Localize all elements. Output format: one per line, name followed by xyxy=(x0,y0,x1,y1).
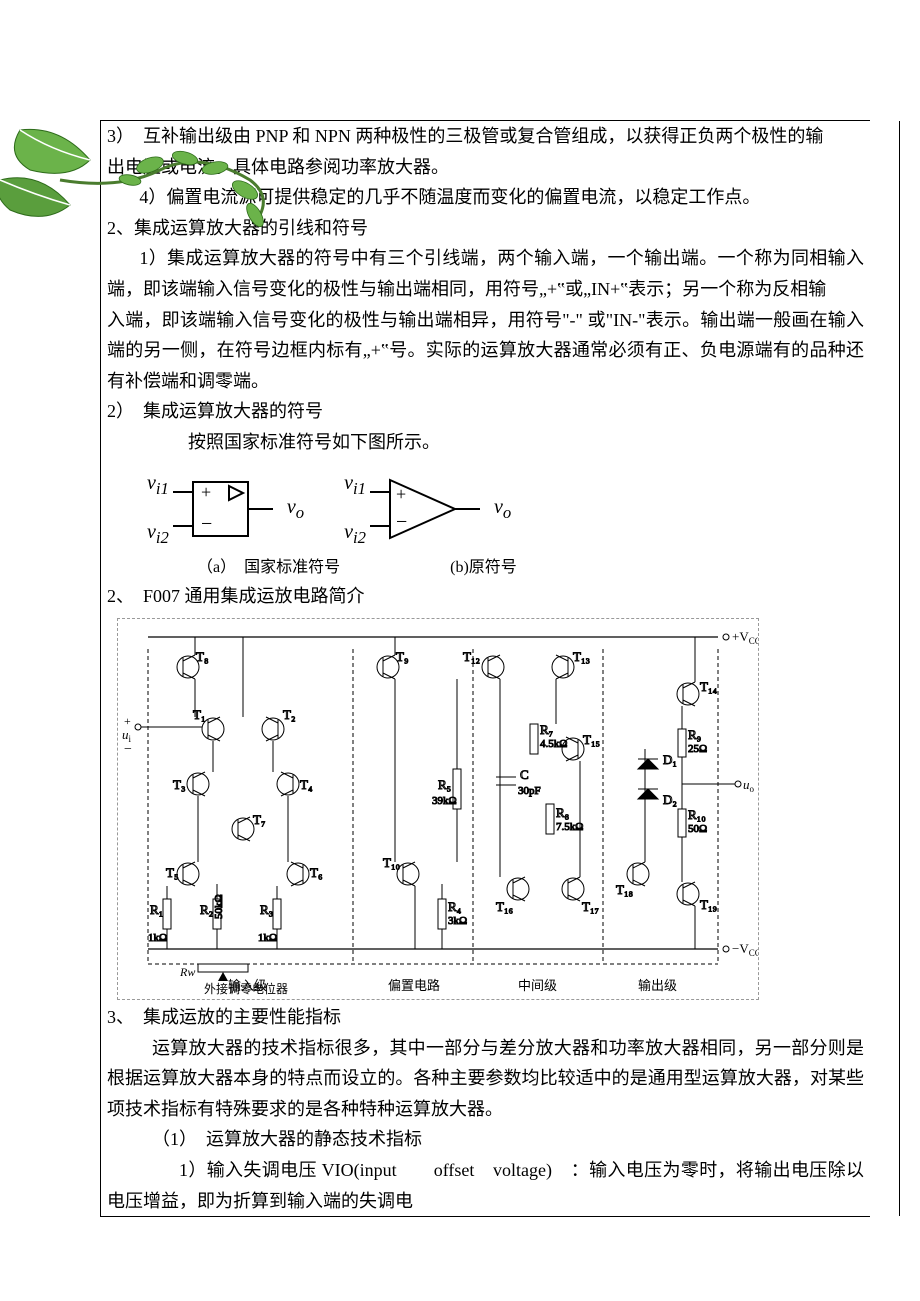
para-3b: 出电压或电流。具体电路参阅功率放大器。 xyxy=(107,152,864,183)
svg-text:T₁₂: T₁₂ xyxy=(463,649,480,664)
opamp-rect-icon: + − xyxy=(173,474,283,544)
svg-text:T₁₇: T₁₇ xyxy=(582,899,599,914)
svg-text:7.5kΩ: 7.5kΩ xyxy=(556,821,583,833)
heading-2: 2、集成运算放大器的引线和符号 xyxy=(107,213,864,244)
heading-f007: 2、 F007 通用集成运放电路简介 xyxy=(107,581,864,612)
svg-text:−: − xyxy=(396,511,407,533)
svg-text:Rw: Rw xyxy=(179,965,195,979)
svg-text:R₇: R₇ xyxy=(540,722,553,737)
svg-text:T₁₉: T₁₉ xyxy=(700,897,717,912)
svg-text:R₄: R₄ xyxy=(448,899,462,914)
svg-text:1kΩ: 1kΩ xyxy=(258,932,277,944)
para-4: 4）偏置电流源可提供稳定的几乎不随温度而变化的偏置电流，以稳定工作点。 xyxy=(107,182,864,213)
para-8: 按照国家标准符号如下图所示。 xyxy=(107,427,864,458)
svg-text:uo: uo xyxy=(743,777,755,794)
para-5: 1）集成运算放大器的符号中有三个引线端，两个输入端，一个输出端。一个称为同相输入… xyxy=(107,243,864,304)
para-perf: 运算放大器的技术指标很多，其中一部分与差分放大器和功率放大器相同，另一部分则是根… xyxy=(107,1033,864,1125)
svg-text:R₂: R₂ xyxy=(200,902,213,917)
section-bias: 偏置电路 xyxy=(388,975,440,997)
svg-text:T₁₃: T₁₃ xyxy=(573,649,590,664)
svg-text:T₇: T₇ xyxy=(253,812,265,827)
figure-captions: （a） 国家标准符号 (b)原符号 xyxy=(197,554,864,581)
svg-text:3kΩ: 3kΩ xyxy=(448,915,467,927)
svg-text:T₁₆: T₁₆ xyxy=(496,899,513,914)
svg-text:−: − xyxy=(124,742,132,757)
svg-text:T₄: T₄ xyxy=(300,777,313,792)
section-input: 输入级 xyxy=(228,975,267,997)
svg-text:1kΩ: 1kΩ xyxy=(148,932,167,944)
svg-text:R₃: R₃ xyxy=(260,902,273,917)
svg-text:T₁₅: T₁₅ xyxy=(583,732,600,747)
svg-text:+: + xyxy=(201,482,211,502)
svg-text:25Ω: 25Ω xyxy=(688,743,707,755)
para-6: 入端，即该端输入信号变化的极性与输出端相异，用符号"-" 或"IN-"表示。输出… xyxy=(107,305,864,397)
svg-text:R₅: R₅ xyxy=(438,777,451,792)
para-3: 3） 互补输出级由 PNP 和 NPN 两种极性的三极管或复合管组成，以获得正负… xyxy=(107,121,864,152)
svg-text:+: + xyxy=(396,484,406,504)
svg-text:C: C xyxy=(520,767,529,782)
para-vio: 1）输入失调电压 VIO(input offset voltage) ：输入电压… xyxy=(107,1155,864,1216)
caption-b: (b)原符号 xyxy=(450,554,517,581)
heading-2b: 2） 集成运算放大器的符号 xyxy=(107,396,864,427)
svg-text:T₈: T₈ xyxy=(196,649,208,664)
para-static-heading: （1） 运算放大器的静态技术指标 xyxy=(107,1124,864,1155)
vi2-label-b: vi2 xyxy=(344,515,366,552)
svg-text:T₃: T₃ xyxy=(173,777,185,792)
svg-text:−: − xyxy=(201,513,212,535)
svg-text:4.5kΩ: 4.5kΩ xyxy=(540,738,567,750)
svg-text:R₁₀: R₁₀ xyxy=(688,807,706,822)
svg-text:T₁₀: T₁₀ xyxy=(383,855,400,870)
opamp-triangle-icon: + − xyxy=(370,474,490,544)
page-frame: 3） 互补输出级由 PNP 和 NPN 两种极性的三极管或复合管组成，以获得正负… xyxy=(100,120,870,1217)
vo-label-a: vo xyxy=(287,490,304,527)
svg-text:R₉: R₉ xyxy=(688,727,701,742)
caption-a: （a） 国家标准符号 xyxy=(197,554,340,581)
heading-3: 3、 集成运放的主要性能指标 xyxy=(107,1002,864,1033)
opamp-symbol-a: vi1 vi2 + − vo xyxy=(147,466,304,553)
svg-text:D₂: D₂ xyxy=(663,792,677,807)
vi1-label-b: vi1 xyxy=(344,466,366,503)
svg-text:−VCC: −VCC xyxy=(732,941,758,958)
svg-text:T₁₈: T₁₈ xyxy=(616,882,633,897)
document-body: 3） 互补输出级由 PNP 和 NPN 两种极性的三极管或复合管组成，以获得正负… xyxy=(101,121,870,1216)
svg-text:R₈: R₈ xyxy=(556,805,569,820)
svg-text:50Ω: 50Ω xyxy=(688,823,707,835)
svg-text:T₆: T₆ xyxy=(310,865,322,880)
svg-text:T₉: T₉ xyxy=(396,649,408,664)
section-mid: 中间级 xyxy=(518,975,557,997)
svg-text:+: + xyxy=(124,714,131,728)
svg-text:D₁: D₁ xyxy=(663,752,677,767)
vi1-label: vi1 xyxy=(147,466,169,503)
svg-text:30pF: 30pF xyxy=(518,785,541,797)
svg-text:T₁₄: T₁₄ xyxy=(700,679,717,694)
svg-text:T₅: T₅ xyxy=(166,865,178,880)
svg-text:T₂: T₂ xyxy=(283,707,295,722)
svg-text:R₁: R₁ xyxy=(150,902,163,917)
section-out: 输出级 xyxy=(638,975,677,997)
vo-label-b: vo xyxy=(494,490,511,527)
svg-text:39kΩ: 39kΩ xyxy=(432,795,457,807)
vi2-label: vi2 xyxy=(147,515,169,552)
svg-text:+VCC: +VCC xyxy=(732,629,758,646)
svg-text:50kΩ: 50kΩ xyxy=(213,894,225,919)
opamp-symbols-figure: vi1 vi2 + − vo vi1 vi2 + − vo xyxy=(147,466,864,553)
f007-circuit-diagram: +VCC −VCC T₁ T₂ T₃ T₄ T₅ T₆ T₇ T₈ T₉ T₁₀… xyxy=(117,618,759,1000)
opamp-symbol-b: vi1 vi2 + − vo xyxy=(344,466,511,553)
